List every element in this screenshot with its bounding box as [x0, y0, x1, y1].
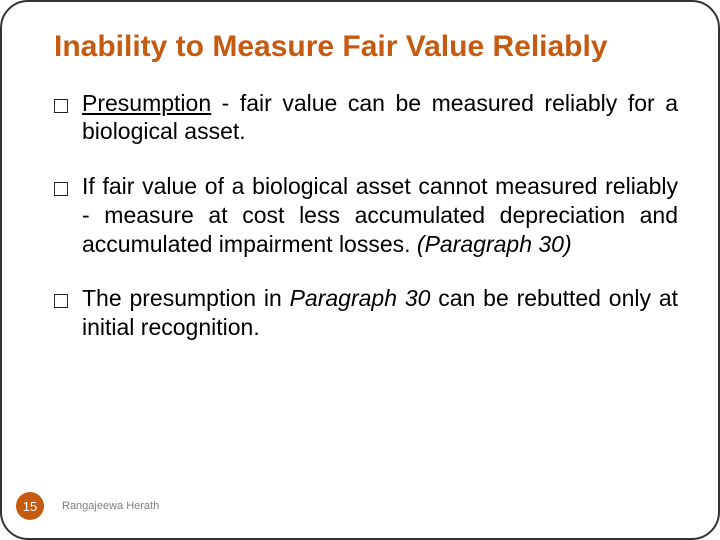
text-segment: (Paragraph 30)	[417, 231, 572, 257]
text-segment: Paragraph 30	[290, 285, 431, 311]
square-bullet-icon: □	[54, 91, 68, 120]
page-number: 15	[23, 499, 37, 514]
slide-footer: 15 Rangajeewa Herath	[2, 492, 718, 520]
page-number-badge: 15	[16, 492, 44, 520]
text-segment: Presumption	[82, 90, 211, 116]
bullet-item: □Presumption - fair value can be measure…	[82, 89, 678, 147]
bullet-item: □If fair value of a biological asset can…	[82, 172, 678, 258]
text-segment: The presumption in	[82, 285, 290, 311]
square-bullet-icon: □	[54, 174, 68, 203]
slide-title: Inability to Measure Fair Value Reliably	[54, 30, 678, 65]
slide-frame: Inability to Measure Fair Value Reliably…	[0, 0, 720, 540]
author-name: Rangajeewa Herath	[62, 500, 159, 512]
text-segment: If fair value of a biological asset cann…	[82, 173, 678, 257]
square-bullet-icon: □	[54, 286, 68, 315]
bullet-list: □Presumption - fair value can be measure…	[54, 89, 678, 342]
bullet-item: □The presumption in Paragraph 30 can be …	[82, 284, 678, 342]
